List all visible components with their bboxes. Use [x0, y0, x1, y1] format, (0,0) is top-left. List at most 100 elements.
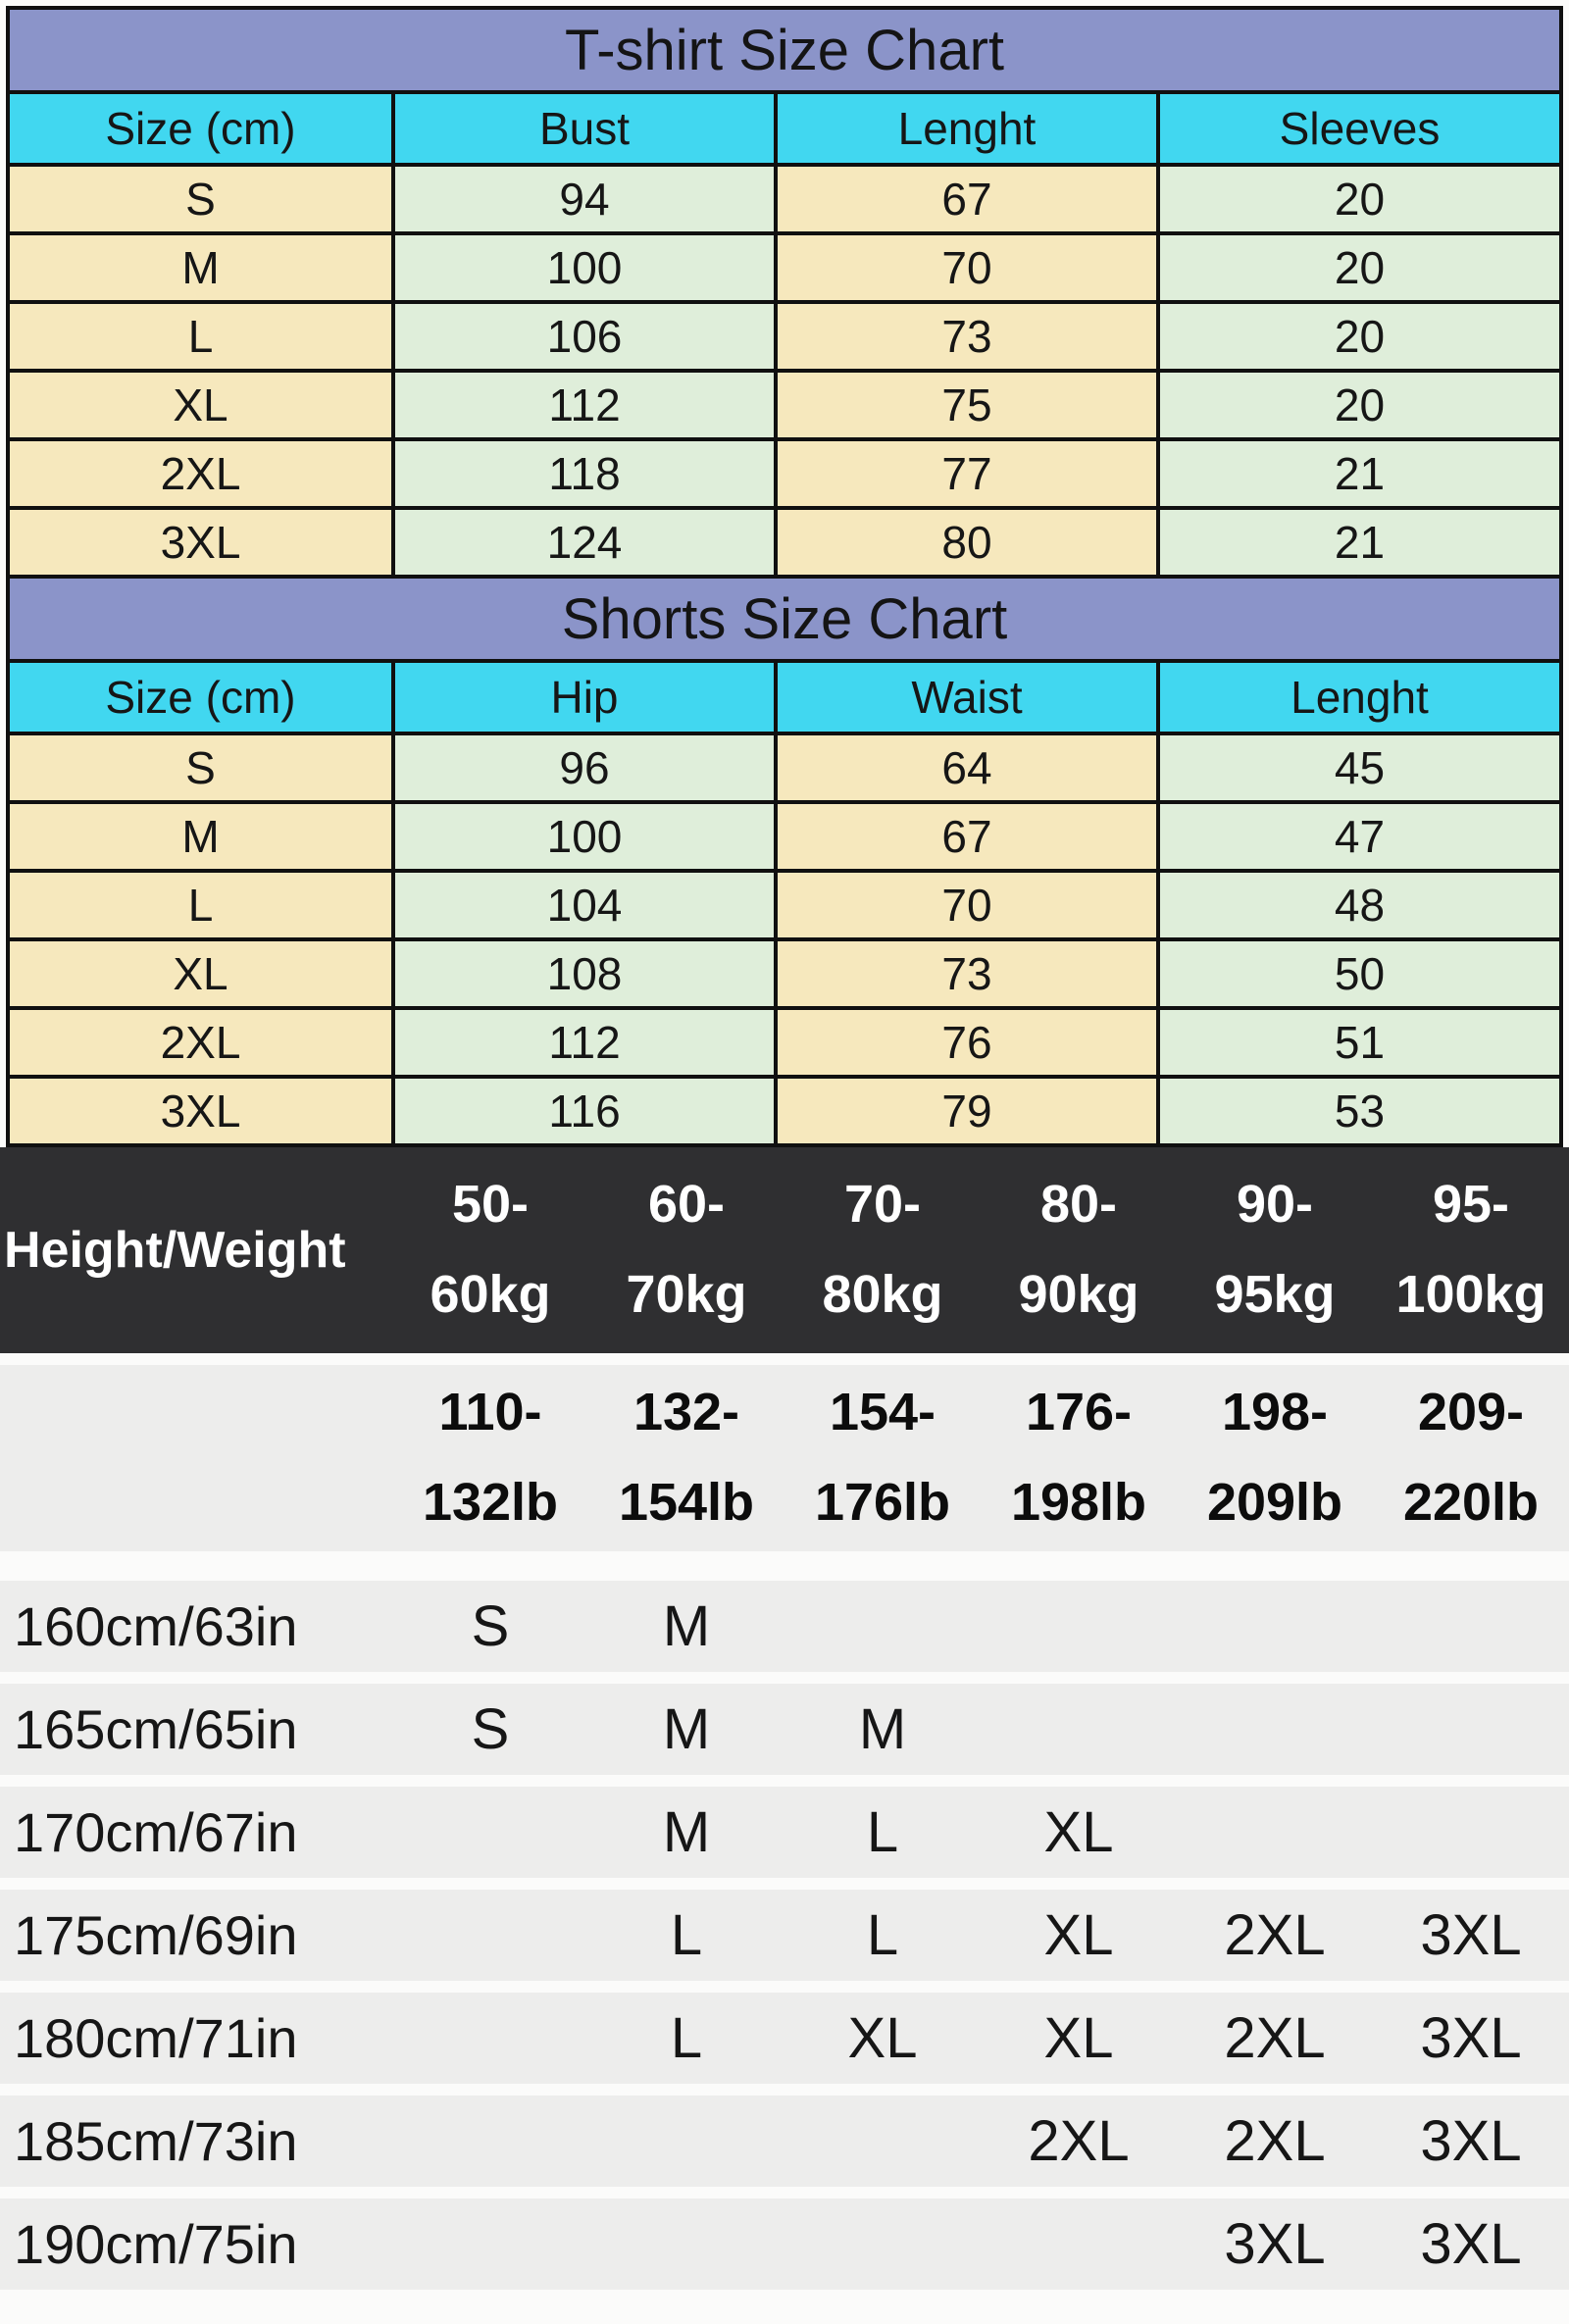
table-cell: 70 [778, 235, 1156, 300]
table-cell: M [10, 235, 391, 300]
table-row: S 94 67 20 [10, 167, 1559, 231]
height-label: 185cm/73in [14, 2110, 298, 2172]
table-cell: 73 [778, 941, 1156, 1006]
height-weight-header-band: Height/Weight 50- 60kg 60- 70kg 70- 80kg… [0, 1147, 1569, 1353]
shorts-size-chart-table: Shorts Size Chart Size (cm) Hip Waist Le… [6, 579, 1563, 1147]
weight-col-kg: 60- 70kg [626, 1175, 747, 1324]
height-row: 160cm/63in S M [0, 1581, 1569, 1672]
table-row: 3XL 124 80 21 [10, 510, 1559, 575]
size-cell: M [858, 1697, 907, 1761]
table-cell: S [10, 167, 391, 231]
height-row: 165cm/65in S M M [0, 1684, 1569, 1775]
size-cell: 3XL [1420, 2212, 1522, 2276]
table-cell: 67 [778, 804, 1156, 869]
table-cell: XL [10, 373, 391, 437]
table-cell: 73 [778, 304, 1156, 369]
table-cell: 70 [778, 873, 1156, 937]
table-cell: 100 [395, 235, 774, 300]
height-label: 190cm/75in [14, 2213, 298, 2275]
size-cell: 2XL [1224, 2006, 1326, 2070]
size-cell: M [662, 1594, 711, 1658]
table-cell: 112 [395, 1010, 774, 1075]
size-cell: 2XL [1224, 1903, 1326, 1967]
shorts-col-header-size: Size (cm) [10, 663, 391, 732]
shorts-col-header-waist: Waist [778, 663, 1156, 732]
table-cell: 45 [1160, 735, 1559, 800]
table-cell: 96 [395, 735, 774, 800]
weight-lb-band: 110- 132lb 132- 154lb 154- 176lb 176- 19… [0, 1365, 1569, 1551]
size-cell: S [471, 1594, 510, 1658]
shorts-col-header-hip: Hip [395, 663, 774, 732]
weight-col-kg: 50- 60kg [430, 1175, 551, 1324]
table-cell: 76 [778, 1010, 1156, 1075]
tshirt-col-header-sleeves: Sleeves [1160, 94, 1559, 163]
weight-col-kg: 90- 95kg [1214, 1175, 1336, 1324]
table-cell: L [10, 304, 391, 369]
weight-col-kg: 70- 80kg [822, 1175, 943, 1324]
table-cell: 80 [778, 510, 1156, 575]
size-cell: XL [1043, 1800, 1114, 1864]
table-cell: 106 [395, 304, 774, 369]
table-row: L 106 73 20 [10, 304, 1559, 369]
table-cell: S [10, 735, 391, 800]
size-cell: S [471, 1697, 510, 1761]
table-cell: 20 [1160, 235, 1559, 300]
height-label: 160cm/63in [14, 1595, 298, 1657]
height-row: 180cm/71in L XL XL 2XL 3XL [0, 1993, 1569, 2084]
table-row: XL 112 75 20 [10, 373, 1559, 437]
size-cell: L [866, 1800, 899, 1864]
height-label: 180cm/71in [14, 2007, 298, 2069]
table-cell: 21 [1160, 510, 1559, 575]
table-cell: 67 [778, 167, 1156, 231]
weight-col-lb: 132- 154lb [618, 1383, 755, 1532]
table-cell: 48 [1160, 873, 1559, 937]
table-cell: 77 [778, 441, 1156, 506]
tshirt-header-row: Size (cm) Bust Lenght Sleeves [10, 94, 1559, 163]
table-row: L 104 70 48 [10, 873, 1559, 937]
size-cell: L [670, 1903, 703, 1967]
table-row: S 96 64 45 [10, 735, 1559, 800]
weight-col-lb: 209- 220lb [1402, 1383, 1540, 1532]
shorts-chart-title: Shorts Size Chart [10, 579, 1559, 659]
table-cell: 100 [395, 804, 774, 869]
table-cell: 79 [778, 1079, 1156, 1143]
tshirt-col-header-size: Size (cm) [10, 94, 391, 163]
table-cell: 20 [1160, 304, 1559, 369]
table-cell: 2XL [10, 1010, 391, 1075]
size-cell: M [662, 1697, 711, 1761]
table-row: 3XL 116 79 53 [10, 1079, 1559, 1143]
height-row: 190cm/75in 3XL 3XL [0, 2198, 1569, 2290]
table-cell: 3XL [10, 510, 391, 575]
table-row: 2XL 112 76 51 [10, 1010, 1559, 1075]
table-cell: 3XL [10, 1079, 391, 1143]
table-cell: XL [10, 941, 391, 1006]
table-row: M 100 67 47 [10, 804, 1559, 869]
table-cell: 124 [395, 510, 774, 575]
shorts-header-row: Size (cm) Hip Waist Lenght [10, 663, 1559, 732]
size-cell: L [866, 1903, 899, 1967]
table-cell: 116 [395, 1079, 774, 1143]
table-cell: 53 [1160, 1079, 1559, 1143]
table-cell: 112 [395, 373, 774, 437]
height-label: 165cm/65in [14, 1698, 298, 1760]
table-cell: 47 [1160, 804, 1559, 869]
size-cell: XL [1043, 2006, 1114, 2070]
shorts-col-header-length: Lenght [1160, 663, 1559, 732]
table-cell: 50 [1160, 941, 1559, 1006]
table-cell: 118 [395, 441, 774, 506]
table-row: M 100 70 20 [10, 235, 1559, 300]
table-cell: 94 [395, 167, 774, 231]
weight-col-lb: 110- 132lb [422, 1383, 559, 1532]
tshirt-col-header-bust: Bust [395, 94, 774, 163]
table-cell: 20 [1160, 167, 1559, 231]
size-cell: 3XL [1420, 2109, 1522, 2173]
height-row: 185cm/73in 2XL 2XL 3XL [0, 2096, 1569, 2187]
table-row: XL 108 73 50 [10, 941, 1559, 1006]
tshirt-chart-title: T-shirt Size Chart [10, 10, 1559, 90]
table-cell: 108 [395, 941, 774, 1006]
height-weight-corner-label: Height/Weight [4, 1222, 346, 1279]
table-cell: 51 [1160, 1010, 1559, 1075]
size-cell: 2XL [1028, 2109, 1130, 2173]
size-cell: 2XL [1224, 2109, 1326, 2173]
table-row: 2XL 118 77 21 [10, 441, 1559, 506]
